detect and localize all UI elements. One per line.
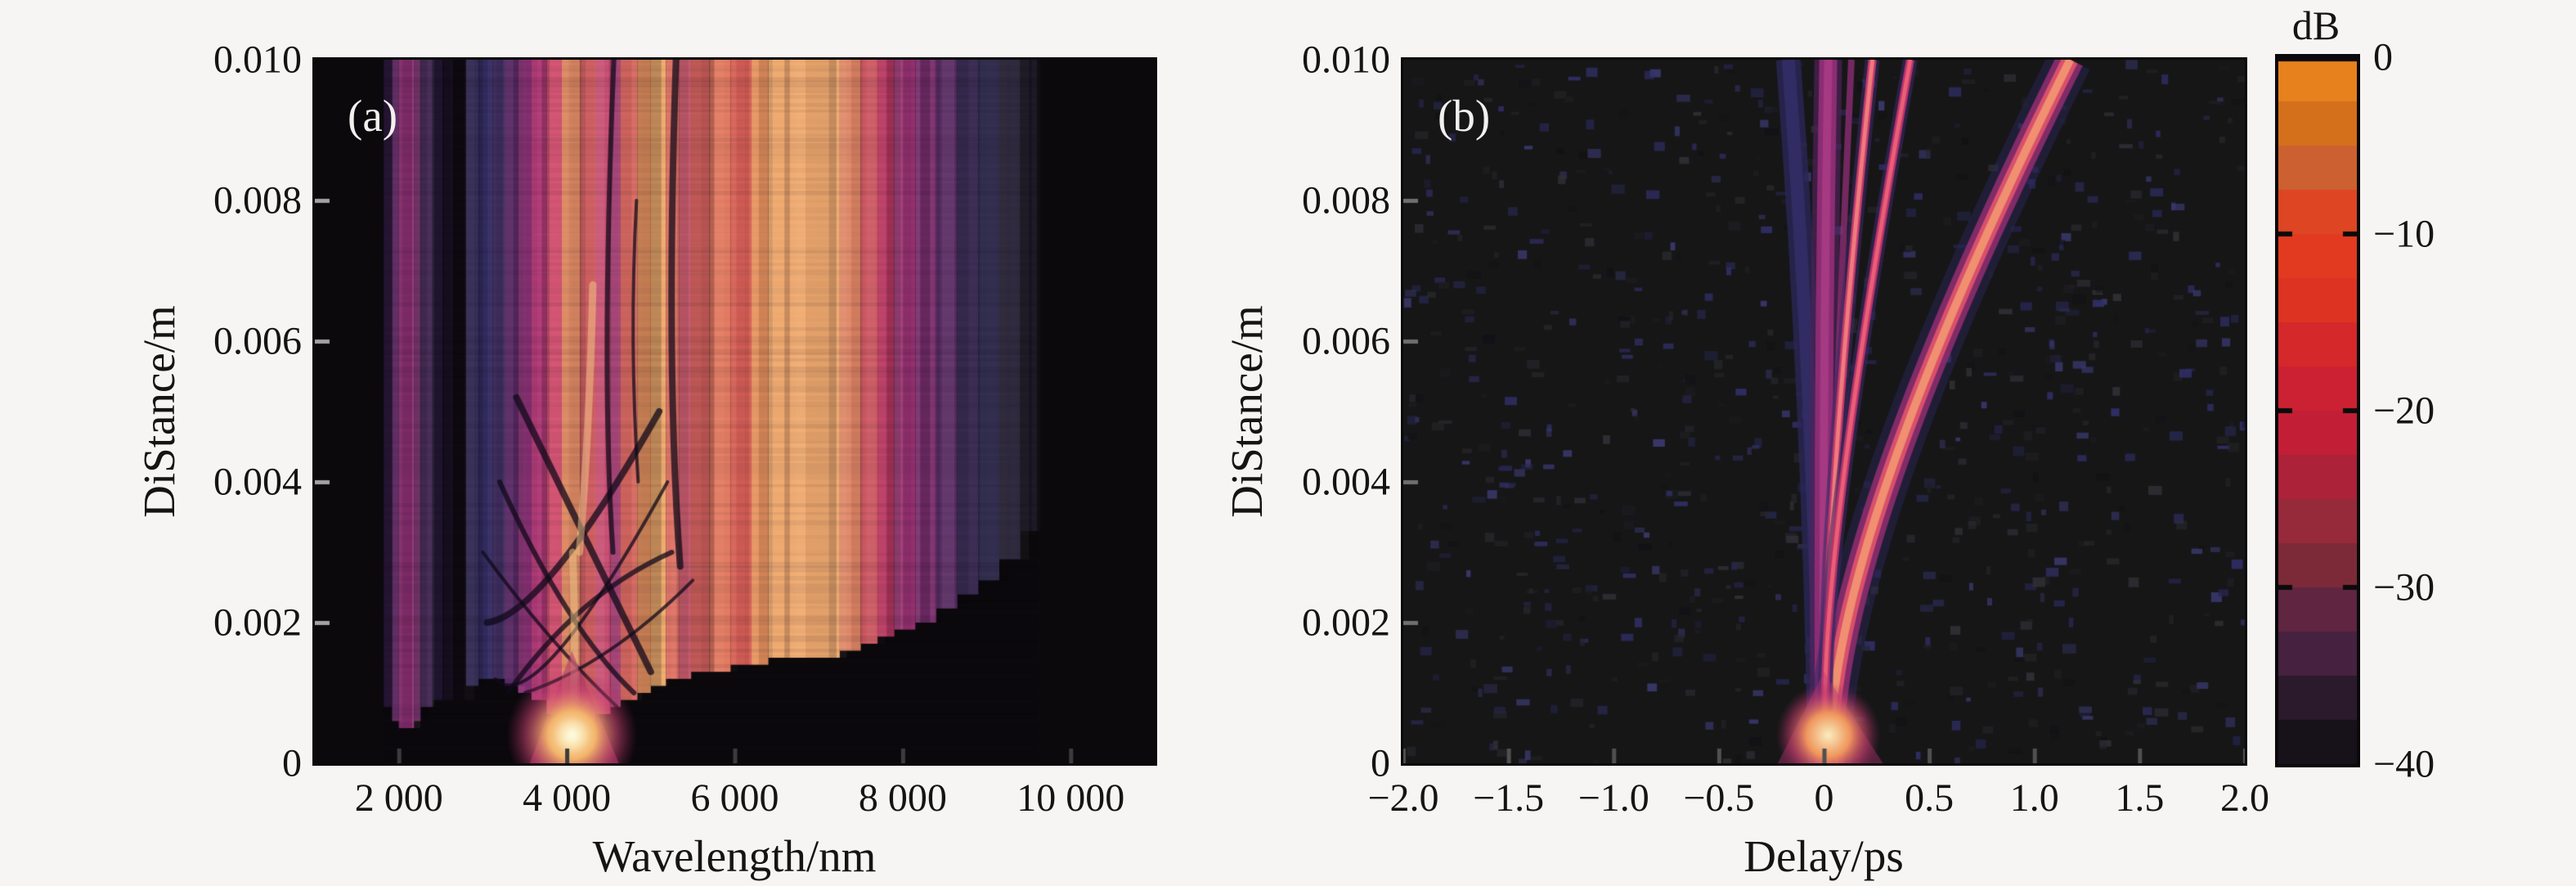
panel-b-y-tick-label: 0.002 bbox=[1302, 600, 1390, 645]
colorbar-canvas bbox=[2278, 57, 2357, 764]
panel-a-plot-area bbox=[312, 57, 1157, 766]
panel-a-y-tick-label: 0.004 bbox=[213, 460, 302, 504]
panel-b-x-tick-label: −2.0 bbox=[1367, 776, 1439, 820]
panel-b-letter: (b) bbox=[1438, 91, 1491, 141]
panel-b-x-tick-label: 1.5 bbox=[2115, 776, 2165, 820]
panel-b-y-tick-label: 0.010 bbox=[1302, 38, 1390, 82]
panel-b-y-tick-label: 0.008 bbox=[1302, 178, 1390, 223]
panel-b-y-axis-label: DiStance/m bbox=[1222, 305, 1272, 518]
panel-a-x-tick-label: 4 000 bbox=[523, 776, 612, 820]
panel-b-x-tick-label: 1.0 bbox=[2009, 776, 2059, 820]
panel-a-x-tick-label: 10 000 bbox=[1016, 776, 1125, 820]
colorbar-unit-label: dB bbox=[2291, 2, 2340, 48]
panel-a-x-tick-label: 2 000 bbox=[354, 776, 443, 820]
colorbar bbox=[2275, 54, 2360, 767]
panel-a-x-tick-label: 6 000 bbox=[690, 776, 779, 820]
colorbar-tick-label: 0 bbox=[2373, 35, 2393, 79]
colorbar-tick-label: −10 bbox=[2373, 212, 2435, 256]
panel-b-x-tick-label: −1.0 bbox=[1577, 776, 1649, 820]
panel-a-heatmap-canvas bbox=[315, 60, 1155, 763]
panel-b-x-tick-label: 0.5 bbox=[1905, 776, 1954, 820]
panel-b-x-tick-label: −1.5 bbox=[1473, 776, 1545, 820]
panel-b-x-tick-label: −0.5 bbox=[1683, 776, 1755, 820]
panel-b-plot-area bbox=[1401, 57, 2247, 766]
panel-b-y-tick-label: 0.004 bbox=[1302, 460, 1390, 504]
colorbar-tick-label: −40 bbox=[2373, 742, 2435, 786]
panel-a-letter: (a) bbox=[348, 91, 398, 141]
panel-b-y-tick-label: 0 bbox=[1371, 741, 1390, 785]
panel-a-x-tick-label: 8 000 bbox=[858, 776, 947, 820]
panel-b-y-tick-label: 0.006 bbox=[1302, 319, 1390, 363]
colorbar-tick-label: −20 bbox=[2373, 389, 2435, 433]
panel-b-heatmap-canvas bbox=[1403, 60, 2245, 763]
panel-a-y-tick-label: 0.010 bbox=[213, 38, 302, 82]
panel-b-x-tick-label: 2.0 bbox=[2220, 776, 2269, 820]
panel-a-y-tick-label: 0.002 bbox=[213, 600, 302, 645]
panel-a-y-axis-label: DiStance/m bbox=[134, 305, 184, 518]
panel-a-x-axis-label: Wavelength/nm bbox=[592, 831, 877, 881]
panel-a-y-tick-label: 0 bbox=[282, 741, 302, 785]
panel-b-x-tick-label: 0 bbox=[1814, 776, 1834, 820]
colorbar-tick-label: −30 bbox=[2373, 565, 2435, 609]
panel-b-x-axis-label: Delay/ps bbox=[1744, 831, 1904, 881]
panel-a-y-tick-label: 0.008 bbox=[213, 178, 302, 223]
panel-a-y-tick-label: 0.006 bbox=[213, 319, 302, 363]
